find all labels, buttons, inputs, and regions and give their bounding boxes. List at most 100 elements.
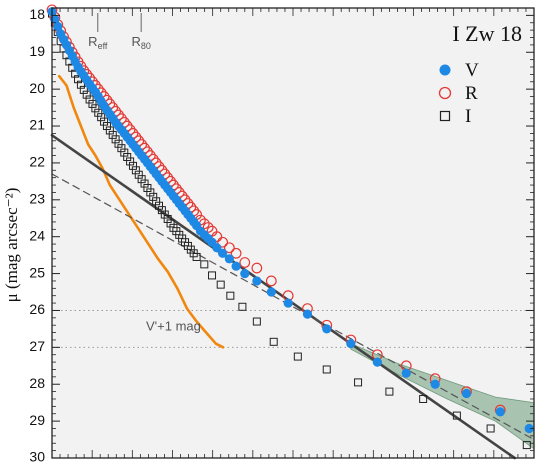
r80-label: R80 bbox=[131, 34, 150, 51]
ticks-layer: 18 19 20 21 22 23 24 25 26 27 28 29 30 bbox=[29, 6, 535, 465]
point-i-36 bbox=[152, 197, 161, 206]
point-i-38 bbox=[157, 206, 166, 215]
point-i-50 bbox=[192, 252, 201, 261]
point-r-61 bbox=[265, 275, 277, 287]
point-i-41 bbox=[166, 219, 175, 228]
point-i-12 bbox=[82, 90, 91, 99]
point-r-58 bbox=[230, 247, 242, 259]
point-i-62 bbox=[419, 394, 428, 403]
point-i-61 bbox=[385, 387, 394, 396]
point-i-10 bbox=[76, 80, 85, 89]
reff-label: Reff bbox=[88, 34, 108, 51]
point-v-58 bbox=[231, 261, 241, 271]
point-v-70 bbox=[495, 407, 505, 417]
point-i-40 bbox=[163, 214, 172, 223]
point-v-63 bbox=[302, 309, 313, 319]
y-tick-label-7: 25 bbox=[29, 264, 45, 280]
point-v-67 bbox=[401, 368, 411, 378]
point-r-57 bbox=[223, 242, 235, 254]
point-i-21 bbox=[108, 130, 117, 139]
point-v-60 bbox=[252, 276, 262, 286]
point-i-64 bbox=[486, 424, 495, 433]
y-tick-label-9: 27 bbox=[29, 338, 45, 354]
point-i-24 bbox=[117, 144, 126, 153]
series-v bbox=[47, 7, 534, 434]
legend: VRI bbox=[438, 60, 479, 127]
point-i-23 bbox=[114, 139, 123, 148]
point-v-66 bbox=[372, 357, 382, 367]
y-tick-label-8: 26 bbox=[29, 301, 45, 317]
y-tick-label-1: 19 bbox=[29, 43, 45, 59]
point-i-20 bbox=[105, 126, 114, 135]
point-v-61 bbox=[266, 287, 276, 297]
point-i-32 bbox=[140, 179, 149, 188]
point-i-55 bbox=[238, 302, 247, 311]
point-i-31 bbox=[137, 175, 146, 184]
legend-item-v: V bbox=[439, 60, 479, 81]
point-i-17 bbox=[97, 113, 106, 122]
point-v-64 bbox=[322, 324, 332, 334]
point-i-35 bbox=[149, 192, 158, 201]
point-r-53 bbox=[202, 222, 214, 233]
y-tick-label-12: 30 bbox=[29, 449, 45, 465]
reference-lines bbox=[52, 309, 534, 348]
point-i-65 bbox=[522, 441, 531, 450]
point-v-59 bbox=[240, 268, 250, 279]
point-i-15 bbox=[91, 104, 100, 113]
point-i-26 bbox=[123, 153, 132, 162]
points-layer bbox=[46, 4, 534, 450]
point-i-34 bbox=[146, 188, 155, 197]
annotation-layer: Reff R80 V'+1 mag bbox=[88, 13, 201, 334]
point-v-69 bbox=[461, 388, 472, 399]
point-i-54 bbox=[226, 291, 235, 300]
point-i-11 bbox=[79, 85, 88, 94]
point-r-60 bbox=[251, 262, 263, 274]
point-v-56 bbox=[218, 248, 228, 258]
point-r-59 bbox=[239, 257, 251, 268]
point-i-52 bbox=[208, 271, 217, 280]
legend-item-r-label: R bbox=[465, 83, 478, 104]
point-i-51 bbox=[200, 260, 209, 269]
chart-title: I Zw 18 bbox=[452, 21, 522, 46]
point-i-18 bbox=[100, 117, 109, 126]
point-v-55 bbox=[212, 243, 222, 253]
point-i-30 bbox=[134, 170, 143, 179]
point-v-57 bbox=[224, 254, 234, 264]
point-i-63 bbox=[452, 411, 461, 420]
point-i-60 bbox=[354, 378, 363, 387]
curve-v-1-mag bbox=[57, 74, 225, 349]
point-v-65 bbox=[346, 339, 356, 349]
point-v-62 bbox=[283, 298, 293, 308]
legend-item-r: R bbox=[438, 83, 478, 104]
legend-item-i-marker bbox=[439, 110, 451, 122]
point-i-37 bbox=[155, 201, 164, 210]
point-i-28 bbox=[128, 161, 137, 170]
y-tick-label-2: 20 bbox=[29, 80, 45, 96]
legend-item-i-label: I bbox=[465, 106, 471, 127]
y-tick-label-10: 28 bbox=[29, 375, 45, 391]
y-axis-title: μ (mag arcsec⁻²) bbox=[2, 188, 21, 303]
point-i-19 bbox=[102, 122, 111, 131]
legend-item-v-label: V bbox=[465, 60, 479, 81]
point-i-39 bbox=[160, 210, 169, 219]
point-v-2 bbox=[53, 21, 63, 32]
legend-item-v-marker bbox=[439, 64, 451, 76]
point-v-68 bbox=[430, 379, 440, 389]
point-i-22 bbox=[111, 135, 120, 144]
point-i-57 bbox=[269, 337, 278, 346]
point-i-33 bbox=[143, 184, 152, 192]
point-i-58 bbox=[293, 352, 302, 361]
point-r-56 bbox=[217, 236, 229, 248]
point-i-14 bbox=[88, 99, 97, 108]
point-i-27 bbox=[126, 157, 135, 166]
y-tick-label-11: 29 bbox=[29, 412, 45, 428]
offset-curve-label: V'+1 mag bbox=[146, 319, 201, 334]
point-i-56 bbox=[252, 317, 261, 326]
y-tick-label-3: 21 bbox=[29, 117, 45, 133]
point-i-53 bbox=[216, 280, 225, 289]
point-v-71 bbox=[524, 423, 534, 434]
point-i-29 bbox=[131, 166, 140, 175]
y-tick-label-0: 18 bbox=[29, 6, 45, 22]
